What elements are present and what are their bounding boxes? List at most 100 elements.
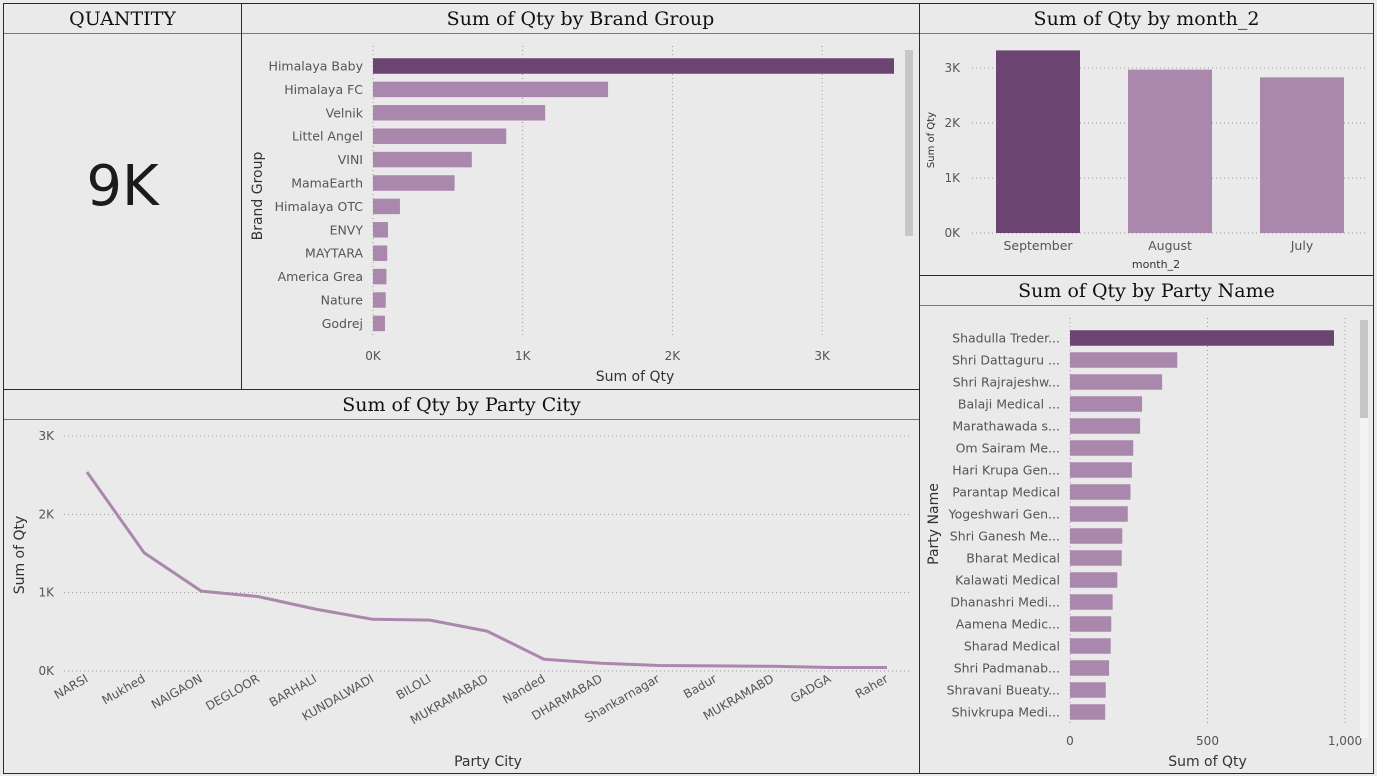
bar (1070, 484, 1131, 500)
brand-chart-scrollbar[interactable] (905, 50, 913, 236)
category-label: Shri Dattaguru ... (952, 353, 1060, 368)
bar (1070, 374, 1163, 390)
bar (1070, 616, 1112, 632)
category-label: Shadulla Treder... (952, 331, 1060, 346)
y-tick-label: 1K (944, 171, 961, 185)
bar (373, 222, 388, 238)
bar (1070, 528, 1123, 544)
bar (1070, 660, 1110, 676)
x-axis-title: Party City (454, 754, 522, 770)
bar (1070, 572, 1118, 588)
x-tick-label: 0K (365, 349, 382, 363)
party-name-chart-title: Sum of Qty by Party Name (920, 276, 1373, 306)
bar (373, 268, 387, 285)
category-label: Hari Krupa Gen... (952, 463, 1060, 478)
bar (1070, 506, 1128, 522)
month-chart: 0K 1K 2K 3K September August July month_2 Sum of… (926, 50, 1368, 271)
x-tick-label: 1K (515, 349, 532, 363)
bar (373, 58, 895, 74)
category-label: Littel Angel (292, 129, 363, 144)
bar (1070, 396, 1143, 412)
bar (373, 151, 472, 168)
month-chart-panel[interactable]: Sum of Qty by month_2 0K 1K 2K 3K September A… (919, 3, 1374, 276)
kpi-value: 9K (86, 154, 159, 219)
x-tick-label: BILOLI (394, 671, 434, 702)
brand-group-chart: 0K 1K 2K 3K Himalaya Baby Himalaya FC Velnik Li… (250, 46, 895, 385)
category-label: Shri Padmanab... (954, 661, 1060, 676)
category-label: MamaEarth (291, 176, 363, 191)
x-tick-label: DEGLOOR (203, 671, 262, 713)
category-label: Sharad Medical (964, 639, 1060, 654)
category-label: Shravani Bueaty... (947, 683, 1060, 698)
y-tick-label: 3K (944, 61, 961, 75)
x-tick-label: 500 (1196, 734, 1219, 748)
x-tick-label: 1,000 (1328, 734, 1362, 748)
x-tick-label: Nanded (500, 671, 547, 706)
x-tick-label: Badur (681, 671, 719, 701)
y-tick-label: 1K (38, 586, 55, 600)
x-tick-label: Raher (853, 671, 891, 701)
bar (1070, 418, 1141, 434)
bar (1070, 462, 1132, 478)
category-label: Yogeshwari Gen... (948, 507, 1060, 522)
bar (1070, 682, 1106, 698)
x-tick-label: 0 (1066, 734, 1074, 748)
x-axis-title: Sum of Qty (1168, 754, 1247, 770)
bar (1260, 77, 1344, 233)
bar (1070, 550, 1122, 566)
bar (373, 128, 507, 144)
category-label: Kalawati Medical (955, 573, 1060, 588)
bar (996, 50, 1080, 234)
brand-chart-scroll-thumb[interactable] (905, 50, 913, 236)
party-city-chart-panel[interactable]: Sum of Qty by Party City 0K 1K 2K 3K NARSI Mu… (3, 389, 920, 774)
category-label: Shivkrupa Medi... (952, 705, 1060, 720)
kpi-title: QUANTITY (4, 4, 241, 34)
category-label: Shri Rajrajeshw... (953, 375, 1060, 390)
category-label: MAYTARA (305, 246, 363, 261)
category-label: Godrej (322, 316, 363, 331)
category-label: September (1003, 238, 1073, 253)
category-label: July (1290, 238, 1314, 253)
category-label: Aamena Medic... (956, 617, 1060, 632)
bar (373, 105, 546, 121)
bar (1070, 330, 1334, 346)
bar (373, 198, 400, 215)
y-tick-label: 0K (38, 664, 55, 678)
x-tick-label: 3K (814, 349, 831, 363)
bar (1128, 69, 1212, 234)
party-city-chart-title: Sum of Qty by Party City (4, 390, 919, 420)
category-label: Bharat Medical (966, 551, 1060, 566)
bar (1070, 638, 1111, 654)
category-label: Himalaya Baby (269, 59, 364, 74)
category-label: Om Sairam Me... (956, 441, 1060, 456)
bar (373, 292, 386, 308)
y-axis-title: Sum of Qty (926, 112, 937, 168)
x-tick-label: GADGA (788, 671, 834, 706)
bar (1070, 352, 1178, 368)
y-tick-label: 3K (38, 429, 55, 443)
kpi-card[interactable]: QUANTITY 9K (3, 3, 242, 390)
category-label: Shri Ganesh Me... (950, 529, 1060, 544)
party-name-chart-panel[interactable]: Sum of Qty by Party Name 0 500 1,000 Shadul… (919, 275, 1374, 774)
y-axis-title: Sum of Qty (12, 516, 28, 595)
category-label: America Grea (278, 269, 363, 284)
category-label: Dhanashri Medi... (950, 595, 1060, 610)
category-label: Nature (321, 293, 364, 308)
x-axis-title: month_2 (1132, 258, 1180, 271)
month-chart-title: Sum of Qty by month_2 (920, 4, 1373, 34)
y-axis-title: Brand Group (250, 152, 266, 241)
brand-group-chart-panel[interactable]: Sum of Qty by Brand Group 0K 1K 2K 3K Himala… (241, 3, 920, 390)
y-tick-label: 0K (944, 226, 961, 240)
party-chart-scroll-thumb[interactable] (1360, 320, 1368, 418)
category-label: VINI (338, 152, 363, 167)
bar (373, 81, 609, 98)
brand-group-chart-title: Sum of Qty by Brand Group (242, 4, 919, 34)
party-chart-scrollbar[interactable] (1360, 320, 1368, 738)
category-label: Himalaya OTC (275, 199, 364, 214)
x-axis-title: Sum of Qty (596, 369, 675, 385)
x-tick-label: Mukhed (99, 671, 147, 707)
x-tick-label: NAIGAON (149, 671, 205, 711)
series-line (85, 471, 887, 669)
category-label: Parantap Medical (952, 485, 1060, 500)
